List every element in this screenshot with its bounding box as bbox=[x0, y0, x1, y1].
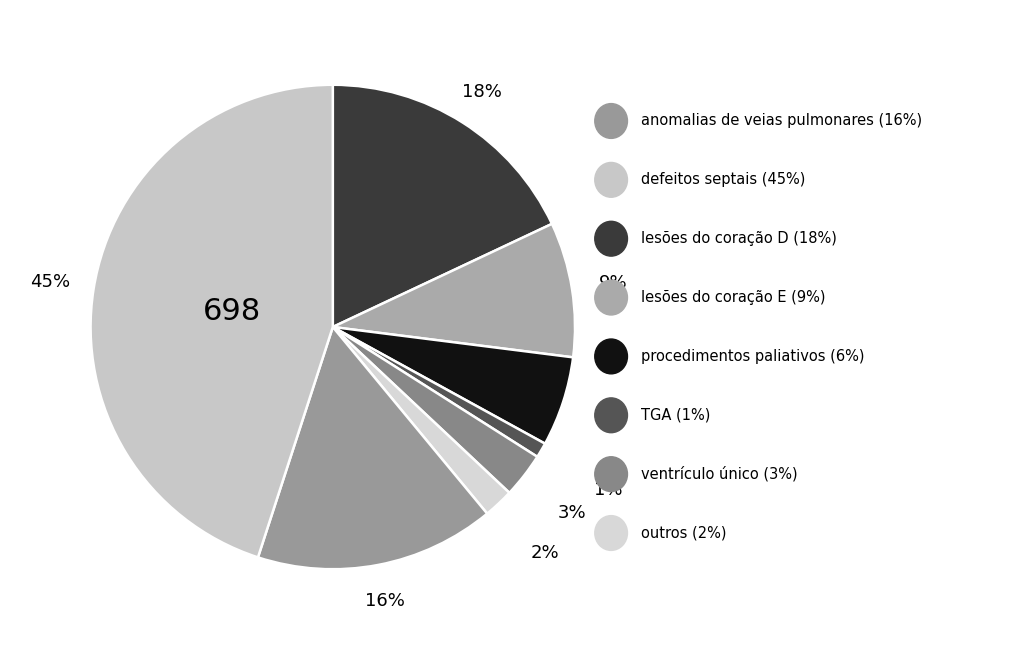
Text: 698: 698 bbox=[203, 296, 261, 326]
Text: 6%: 6% bbox=[595, 408, 624, 426]
Text: 16%: 16% bbox=[366, 592, 404, 610]
Text: 3%: 3% bbox=[558, 504, 587, 522]
Text: 2%: 2% bbox=[530, 544, 559, 562]
Text: defeitos septais (45%): defeitos septais (45%) bbox=[641, 173, 806, 187]
Text: outros (2%): outros (2%) bbox=[641, 526, 727, 540]
Wedge shape bbox=[333, 327, 573, 443]
Circle shape bbox=[595, 280, 628, 315]
Circle shape bbox=[595, 339, 628, 374]
Wedge shape bbox=[333, 327, 509, 513]
Text: lesões do coração E (9%): lesões do coração E (9%) bbox=[641, 290, 825, 305]
Text: ventrículo único (3%): ventrículo único (3%) bbox=[641, 466, 798, 482]
Circle shape bbox=[595, 456, 628, 492]
Wedge shape bbox=[258, 327, 487, 569]
Text: 45%: 45% bbox=[31, 273, 71, 291]
Text: TGA (1%): TGA (1%) bbox=[641, 408, 711, 422]
Wedge shape bbox=[90, 85, 333, 557]
Circle shape bbox=[595, 221, 628, 256]
Wedge shape bbox=[333, 85, 552, 327]
Wedge shape bbox=[333, 224, 575, 357]
Wedge shape bbox=[333, 327, 538, 493]
Text: procedimentos paliativos (6%): procedimentos paliativos (6%) bbox=[641, 349, 864, 364]
Circle shape bbox=[595, 162, 628, 198]
Circle shape bbox=[595, 515, 628, 551]
Text: 9%: 9% bbox=[598, 273, 627, 292]
Text: 1%: 1% bbox=[594, 481, 623, 499]
Circle shape bbox=[595, 398, 628, 433]
Circle shape bbox=[595, 103, 628, 139]
Wedge shape bbox=[333, 327, 545, 456]
Text: lesões do coração D (18%): lesões do coração D (18%) bbox=[641, 232, 837, 246]
Text: anomalias de veias pulmonares (16%): anomalias de veias pulmonares (16%) bbox=[641, 114, 923, 128]
Text: 18%: 18% bbox=[462, 83, 502, 101]
